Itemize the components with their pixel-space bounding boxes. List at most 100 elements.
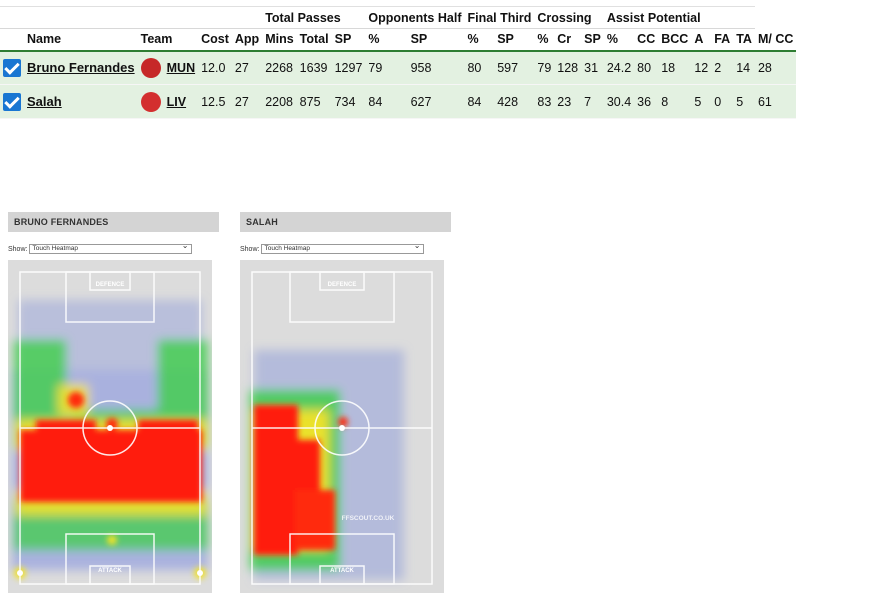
team-link[interactable]: MUN <box>166 60 196 75</box>
column-group-header-row: Total Passes Opponents Half Final Third Cro… <box>0 6 796 29</box>
team-badge-icon <box>140 57 161 78</box>
stat-cell: 79 <box>534 50 555 85</box>
column-header[interactable]: % <box>464 28 495 52</box>
stat-cell: 28 <box>754 50 797 85</box>
stat-cell: 0 <box>711 84 734 119</box>
stat-cell: 1639 <box>296 50 332 85</box>
column-header[interactable]: % <box>603 28 635 52</box>
heatmap-pitch-bruno-fernandes: DEFENCE ATTACK <box>8 260 212 593</box>
stat-cell: 36 <box>634 84 659 119</box>
column-header[interactable]: SP <box>581 28 604 52</box>
column-header[interactable]: % <box>534 28 555 52</box>
stat-cell: 428 <box>494 84 535 119</box>
column-header[interactable]: % <box>365 28 408 52</box>
column-header[interactable]: SP <box>494 28 535 52</box>
select-cell <box>0 84 24 119</box>
defence-label: DEFENCE <box>328 282 357 288</box>
stat-cell: 8 <box>658 84 692 119</box>
stat-cell: 27 <box>231 84 263 119</box>
column-header[interactable]: CC <box>634 28 659 52</box>
stat-cell: 1297 <box>331 50 366 85</box>
column-group-header: Assist Potential <box>603 6 755 29</box>
column-header[interactable]: BCC <box>658 28 692 52</box>
column-header-row: Name Team Cost App Mins Total SP% SP% SP% Cr SP% CC… <box>0 28 797 52</box>
column-header[interactable] <box>0 28 24 52</box>
player-stats-table: Total Passes Opponents Half Final Third Cro… <box>0 6 797 119</box>
stat-cell: 12.5 <box>198 84 232 119</box>
column-header[interactable]: Team <box>137 28 199 52</box>
column-group-header <box>0 6 263 29</box>
column-header[interactable]: SP <box>407 28 465 52</box>
stat-cell: 2 <box>711 50 734 85</box>
heatmap-type-select[interactable]: Touch Heatmap <box>29 242 193 254</box>
stat-cell: 14 <box>733 50 755 85</box>
column-header[interactable]: A <box>691 28 712 52</box>
column-header[interactable]: TA <box>733 28 755 52</box>
player-name-cell: Bruno Fernandes <box>24 50 138 85</box>
player-name-cell: Salah <box>24 84 138 119</box>
column-header[interactable]: M/ CC <box>754 28 797 52</box>
column-header[interactable]: Cr <box>554 28 582 52</box>
stat-cell: 734 <box>331 84 366 119</box>
stat-cell: 30.4 <box>603 84 635 119</box>
stat-cell: 80 <box>464 50 495 85</box>
player-name-link[interactable]: Salah <box>27 94 62 109</box>
player-name-link[interactable]: Bruno Fernandes <box>27 60 135 76</box>
stat-cell: 83 <box>534 84 555 119</box>
watermark-text: FFSCOUT.CO.UK <box>342 515 395 522</box>
stat-cell: 27 <box>231 50 263 85</box>
show-label: Show: <box>240 245 260 253</box>
heatmap-type-select[interactable]: Touch Heatmap <box>261 242 425 254</box>
team-cell: MUN <box>137 50 199 85</box>
attack-label: ATTACK <box>330 568 354 574</box>
column-header[interactable]: Cost <box>198 28 232 52</box>
column-header[interactable]: FA <box>711 28 734 52</box>
heatmap-pitch-salah: DEFENCE ATTACK FFSCOUT.CO.UK <box>240 260 444 593</box>
show-label: Show: <box>8 245 28 253</box>
column-group-header: Opponents Half <box>365 6 465 29</box>
show-selector-row: Show: Touch Heatmap <box>240 242 451 255</box>
stat-cell: 875 <box>296 84 332 119</box>
stat-cell: 61 <box>754 84 797 119</box>
defence-label: DEFENCE <box>96 282 125 288</box>
stat-cell: 2208 <box>262 84 297 119</box>
column-header[interactable]: Mins <box>262 28 297 52</box>
select-checkbox[interactable] <box>3 92 21 111</box>
stat-cell: 79 <box>365 50 408 85</box>
stat-cell: 5 <box>733 84 755 119</box>
select-cell <box>0 50 24 85</box>
team-badge-icon <box>140 91 161 112</box>
stat-cell: 80 <box>634 50 659 85</box>
stat-cell: 23 <box>554 84 582 119</box>
heatmap-panel-bruno-fernandes: BRUNO FERNANDES Show: Touch Heatmap <box>8 212 219 593</box>
heatmap-panel-salah: SALAH Show: Touch Heatmap <box>240 212 451 593</box>
stat-cell: 958 <box>407 50 465 85</box>
heatmap-panel-title: SALAH <box>240 212 451 232</box>
team-cell: LIV <box>137 84 199 119</box>
stat-cell: 18 <box>658 50 692 85</box>
column-group-header: Final Third <box>464 6 535 29</box>
column-header[interactable]: Total <box>296 28 332 52</box>
column-group-header: Total Passes <box>262 6 366 29</box>
stat-cell: 12 <box>691 50 712 85</box>
team-link[interactable]: LIV <box>166 94 187 109</box>
stat-cell: 31 <box>581 50 604 85</box>
column-group-header: Crossing <box>534 6 604 29</box>
stat-cell: 5 <box>691 84 712 119</box>
select-checkbox[interactable] <box>3 58 21 77</box>
show-selector-row: Show: Touch Heatmap <box>8 242 219 255</box>
stat-cell: 627 <box>407 84 465 119</box>
column-header[interactable]: Name <box>24 28 138 52</box>
column-header[interactable]: App <box>231 28 263 52</box>
table-row: Bruno Fernandes MUN 12.0 27 2268 1639 1297 79 95… <box>0 50 797 85</box>
stat-cell: 597 <box>494 50 535 85</box>
stat-cell: 128 <box>554 50 582 85</box>
heatmap-panel-title: BRUNO FERNANDES <box>8 212 219 232</box>
stat-cell: 84 <box>365 84 408 119</box>
stat-cell: 24.2 <box>603 50 635 85</box>
stat-cell: 12.0 <box>198 50 232 85</box>
stat-cell: 7 <box>581 84 604 119</box>
table-row: Salah LIV 12.5 27 2208 875 734 84 627 84 428 83 23 7 3… <box>0 84 797 119</box>
column-header[interactable]: SP <box>331 28 366 52</box>
attack-label: ATTACK <box>98 568 122 574</box>
